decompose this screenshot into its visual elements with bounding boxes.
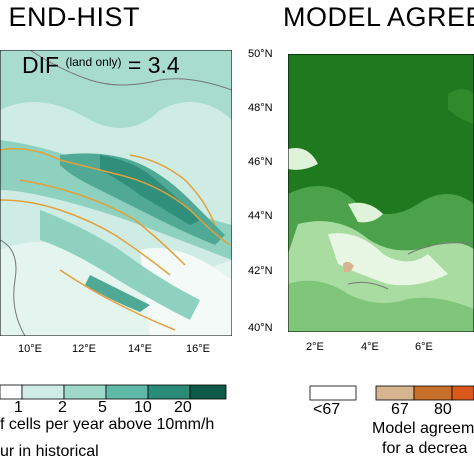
dif-annotation: DIF (land only) = 3.4	[22, 52, 180, 79]
right-caption-1: Model agreem	[372, 420, 474, 437]
left-colorbar	[0, 384, 227, 400]
right-xtick-3: 6°E	[415, 341, 433, 353]
right-ytick-5: 42°N	[248, 265, 273, 277]
left-cbar-tick-2: 2	[58, 399, 67, 416]
dif-value: = 3.4	[127, 52, 180, 78]
left-cbar-tick-3: 5	[98, 399, 107, 416]
left-cbar-tick-1: 1	[14, 399, 23, 416]
right-xtick-2: 4°E	[361, 341, 379, 353]
right-caption-2: for a decrea	[382, 440, 468, 457]
right-panel-title: MODEL AGREE	[283, 2, 474, 32]
right-ytick-4: 44°N	[248, 210, 273, 222]
right-cbar-tick-1: <67	[313, 401, 341, 418]
right-cbar-tick-2: 67	[391, 401, 409, 418]
right-colorbar	[309, 385, 474, 401]
dif-label: DIF	[22, 52, 60, 78]
right-ytick-3: 46°N	[248, 156, 273, 168]
dif-note: (land only)	[65, 55, 122, 69]
left-xtick-3: 14°E	[128, 343, 152, 355]
right-ytick-6: 40°N	[248, 322, 273, 334]
left-xtick-4: 16°E	[186, 343, 210, 355]
left-caption-2: ur in historical	[0, 443, 99, 460]
right-ytick-2: 48°N	[248, 102, 273, 114]
left-precip-map	[0, 50, 232, 336]
right-xtick-1: 2°E	[306, 341, 324, 353]
left-panel-title: E END-HIST	[0, 2, 141, 32]
left-cbar-tick-5: 20	[174, 399, 192, 416]
right-ytick-1: 50°N	[248, 48, 273, 60]
right-cbar-tick-3: 80	[434, 401, 452, 418]
left-xtick-2: 12°E	[72, 343, 96, 355]
left-caption-1: f cells per year above 10mm/h	[0, 416, 215, 433]
left-cbar-tick-4: 10	[134, 399, 152, 416]
left-xtick-1: 10°E	[18, 343, 42, 355]
right-agreement-map	[288, 54, 474, 332]
